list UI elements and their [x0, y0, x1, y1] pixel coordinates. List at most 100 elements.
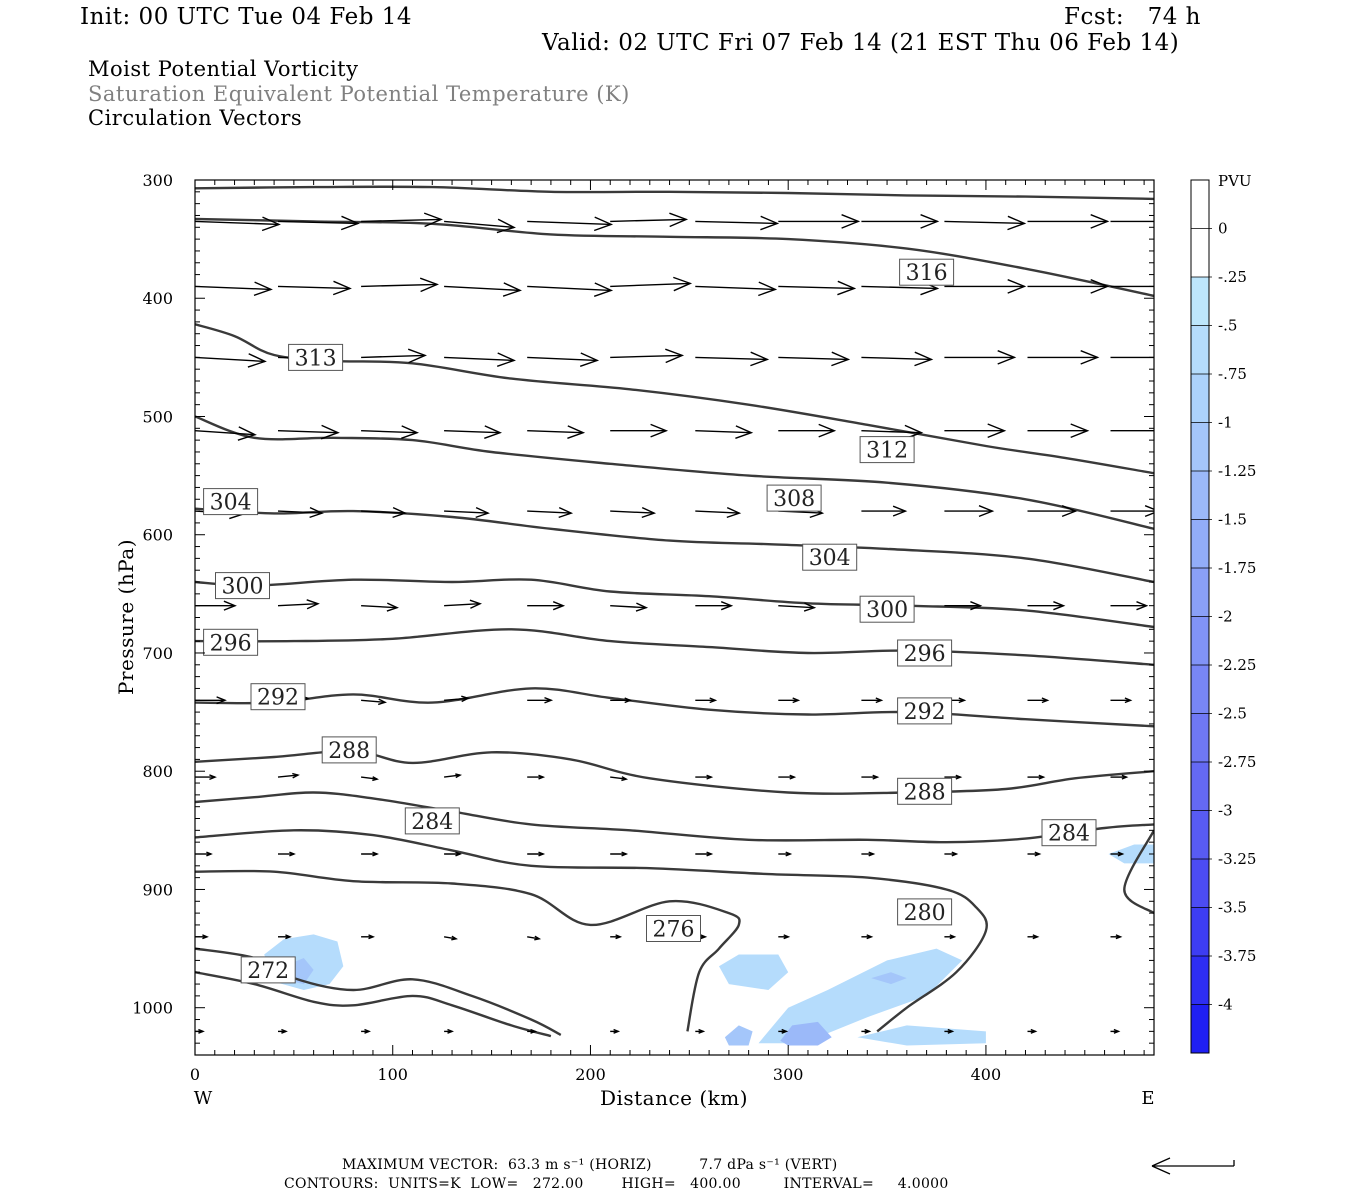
vector-head	[364, 1028, 371, 1034]
vector-head	[635, 602, 649, 612]
vector-shaft	[361, 510, 406, 514]
colorbar-swatch	[1191, 907, 1209, 956]
colorbar-swatch	[1191, 1004, 1209, 1053]
contour-label-text: 308	[773, 487, 815, 512]
contour-label-box	[897, 898, 953, 926]
vector-shaft	[444, 430, 501, 434]
theta-contour	[195, 185, 1154, 201]
circulation-vector	[610, 276, 693, 292]
circulation-vector	[444, 1028, 454, 1034]
colorbar-swatch	[1191, 422, 1209, 471]
vector-head	[698, 1028, 706, 1034]
circulation-vector	[195, 600, 237, 611]
vector-head	[1121, 774, 1129, 780]
vector-shaft	[444, 285, 521, 292]
circulation-vector	[861, 1028, 872, 1034]
vector-head	[320, 424, 340, 440]
circulation-vector	[277, 280, 352, 296]
vector-shaft	[444, 356, 515, 362]
circulation-vector	[444, 425, 502, 439]
colorbar-label: -3.25	[1218, 850, 1256, 868]
circulation-vector	[695, 774, 714, 780]
vector-head	[1090, 279, 1110, 294]
circulation-vector	[444, 352, 516, 367]
theta-contour	[195, 578, 1154, 629]
vector-shaft	[527, 430, 584, 434]
circulation-vector	[277, 424, 340, 440]
vector-shaft	[527, 936, 540, 940]
circulation-vector	[1027, 214, 1110, 229]
vector-head	[978, 505, 995, 518]
circulation-vector	[778, 351, 851, 367]
vector-shaft	[195, 430, 256, 436]
vector-head	[997, 350, 1017, 365]
vector-head	[624, 697, 633, 704]
contour-label-text: 304	[809, 546, 851, 571]
vector-head	[750, 351, 770, 367]
colorbar-label: -2.75	[1218, 753, 1256, 771]
circulation-vector	[527, 352, 600, 367]
colorbar-swatch	[1191, 228, 1209, 277]
circulation-vector	[277, 772, 300, 779]
contour-label: 308	[766, 484, 822, 512]
vector-head	[451, 935, 458, 941]
contour-label-text: 292	[904, 700, 946, 725]
vector-head	[951, 851, 959, 857]
colorbar-label: 0	[1218, 220, 1228, 238]
vector-head	[281, 1028, 288, 1034]
circulation-vector	[695, 851, 714, 857]
vector-head	[552, 601, 566, 611]
vector-shaft	[695, 430, 752, 434]
vector-head	[641, 506, 657, 519]
vector-head	[423, 212, 443, 228]
vector-shaft	[527, 220, 612, 226]
vector-head	[621, 851, 629, 857]
vector-head	[579, 352, 600, 367]
circulation-vector	[1110, 851, 1125, 857]
y-tick-label: 500	[142, 408, 173, 427]
west-label: W	[194, 1088, 213, 1109]
contour-label-box	[240, 956, 296, 984]
theta-contour	[195, 971, 552, 1038]
contour-labels: 316 313 312 308 304 304 300 300 296 296 292 292 288 2…	[203, 258, 1097, 984]
contour-label: 280	[897, 898, 953, 926]
y-axis-title: Pressure (hPa)	[114, 539, 138, 695]
theta-contour	[195, 507, 1154, 584]
colorbar-label: -1.75	[1218, 559, 1256, 577]
circulation-vector	[527, 774, 546, 780]
axis-ticks	[194, 179, 1154, 1056]
colorbar-swatch	[1191, 810, 1209, 859]
vector-shaft	[361, 776, 378, 780]
contour-label-box	[1041, 819, 1097, 847]
circulation-vector	[1027, 697, 1050, 704]
colorbar-swatch	[1191, 956, 1209, 1005]
circulation-vector	[1110, 697, 1133, 704]
vector-head	[818, 423, 837, 438]
vector-head	[1080, 350, 1100, 365]
contour-label: 272	[240, 956, 296, 984]
vector-head	[949, 934, 957, 940]
max-vector-info: MAXIMUM VECTOR: 63.3 m s⁻¹ (HORIZ) 7.7 d…	[342, 1157, 838, 1173]
vector-shaft	[444, 220, 515, 229]
vector-head	[958, 697, 967, 704]
contour-label-box	[250, 683, 306, 711]
contour-label-box	[897, 697, 953, 725]
vector-head	[538, 851, 546, 857]
vector-shaft	[610, 354, 683, 359]
colorbar-swatch	[1191, 616, 1209, 665]
vector-head	[760, 215, 780, 231]
vector-head	[567, 425, 586, 439]
contour-label-box	[404, 807, 460, 835]
circulation-vector	[1110, 220, 1154, 223]
vector-head	[216, 696, 227, 705]
vector-head	[781, 1028, 789, 1034]
vector-head	[206, 851, 213, 857]
vector-head	[593, 216, 614, 232]
contour-label-text: 284	[411, 810, 453, 835]
pv-region	[719, 954, 789, 990]
vector-head	[496, 352, 516, 367]
circulation-vector	[1027, 1028, 1038, 1034]
contour-label-text: 296	[210, 631, 252, 656]
x-axis-title: Distance (km)	[600, 1086, 748, 1110]
contour-label-text: 316	[906, 261, 948, 286]
